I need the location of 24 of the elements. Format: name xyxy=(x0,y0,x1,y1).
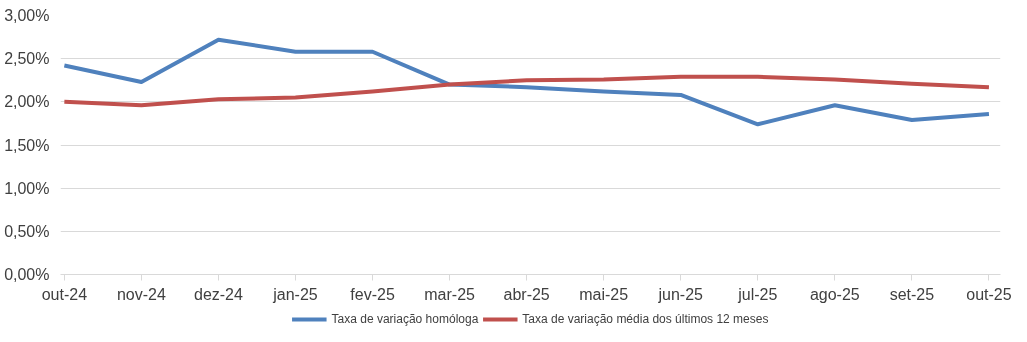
x-tick-label: ago-25 xyxy=(809,285,860,303)
y-tick-label: 2,50% xyxy=(4,50,50,68)
y-tick-label: 0,50% xyxy=(4,222,50,240)
line-series xyxy=(62,74,991,108)
x-tick-label: out-25 xyxy=(966,285,1012,303)
x-tick-label: abr-25 xyxy=(503,285,550,303)
x-tick-label: jan-25 xyxy=(272,285,318,303)
x-tick-label: mai-25 xyxy=(579,285,629,303)
x-tick-label: dez-24 xyxy=(193,285,244,303)
x-tick-label: jun-25 xyxy=(657,285,704,303)
y-tick-label: 3,00% xyxy=(4,7,50,24)
x-tick-label: mar-25 xyxy=(424,285,476,303)
legend-label: Taxa de variação média dos últimos 12 meses xyxy=(522,312,769,326)
line-series xyxy=(62,37,991,127)
y-tick-label: 1,00% xyxy=(4,179,50,197)
y-tick-label: 1,50% xyxy=(4,136,50,154)
x-tick-label: nov-24 xyxy=(116,285,166,303)
legend-label: Taxa de variação homóloga xyxy=(331,312,479,326)
x-tick-label: out-24 xyxy=(41,285,88,303)
y-tick-label: 0,00% xyxy=(4,266,50,283)
x-tick-label: fev-25 xyxy=(350,285,395,303)
y-tick-label: 2,00% xyxy=(4,93,50,111)
x-tick-label: jul-25 xyxy=(737,285,778,303)
x-tick-label: set-25 xyxy=(889,285,935,303)
